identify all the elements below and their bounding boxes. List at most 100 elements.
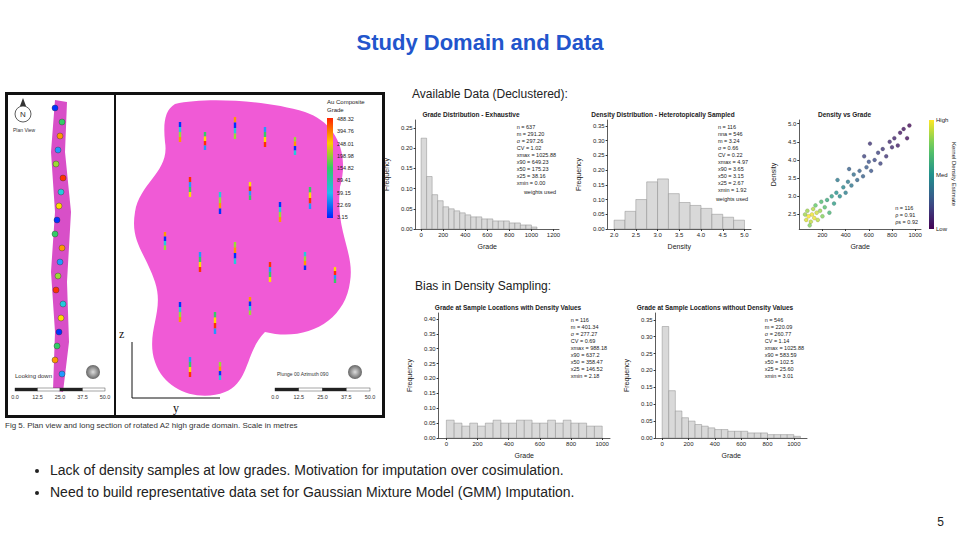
svg-text:xmax = 4.97: xmax = 4.97 xyxy=(718,159,748,165)
svg-text:200: 200 xyxy=(473,441,484,447)
svg-text:0.20: 0.20 xyxy=(641,367,653,373)
svg-text:400: 400 xyxy=(504,441,515,447)
svg-text:Grade at Sample Locations with: Grade at Sample Locations without Densit… xyxy=(637,304,794,312)
svg-text:x25 = 2.67: x25 = 2.67 xyxy=(718,180,744,186)
svg-text:600: 600 xyxy=(482,232,493,238)
svg-text:0.35: 0.35 xyxy=(424,331,436,337)
svg-text:x90 = 637.2: x90 = 637.2 xyxy=(571,352,600,358)
svg-text:1000: 1000 xyxy=(787,441,801,447)
svg-text:5.0: 5.0 xyxy=(740,232,749,238)
svg-text:4.5: 4.5 xyxy=(719,232,728,238)
svg-text:nna = 546: nna = 546 xyxy=(718,131,743,137)
svg-text:800: 800 xyxy=(762,441,773,447)
svg-text:Grade at Sample Locations with: Grade at Sample Locations with Density V… xyxy=(435,304,582,312)
svg-text:xmin = 3.01: xmin = 3.01 xyxy=(765,373,794,379)
svg-text:0.25: 0.25 xyxy=(424,361,436,367)
svg-text:Density: Density xyxy=(668,243,692,251)
svg-text:59.15: 59.15 xyxy=(337,190,351,196)
svg-text:weights used: weights used xyxy=(523,189,556,195)
svg-text:0.10: 0.10 xyxy=(401,186,413,192)
svg-text:488.32: 488.32 xyxy=(337,116,354,122)
svg-text:3.0: 3.0 xyxy=(788,193,797,199)
svg-text:Grade: Grade xyxy=(515,452,535,459)
svg-text:n = 546: n = 546 xyxy=(765,317,784,323)
svg-text:154.82: 154.82 xyxy=(337,165,354,171)
svg-text:x90 = 649.23: x90 = 649.23 xyxy=(517,159,549,165)
svg-text:22.69: 22.69 xyxy=(337,202,351,208)
svg-text:2.0: 2.0 xyxy=(610,232,619,238)
svg-text:xmax = 1025.88: xmax = 1025.88 xyxy=(765,345,804,351)
svg-text:5.0: 5.0 xyxy=(788,121,797,127)
svg-text:n = 116: n = 116 xyxy=(895,205,913,211)
svg-text:2.5: 2.5 xyxy=(632,232,641,238)
svg-text:n = 116: n = 116 xyxy=(571,317,589,323)
svg-text:0: 0 xyxy=(660,441,664,447)
svg-text:3.5: 3.5 xyxy=(788,175,797,181)
svg-text:m = 3.24: m = 3.24 xyxy=(718,138,740,144)
svg-text:12.5: 12.5 xyxy=(32,394,43,400)
svg-text:0.15: 0.15 xyxy=(593,182,605,188)
svg-text:0.05: 0.05 xyxy=(641,418,653,424)
svg-text:Density Distribution - Heterot: Density Distribution - Heterotopically S… xyxy=(591,111,734,119)
svg-text:3.15: 3.15 xyxy=(337,214,348,220)
svg-text:0.15: 0.15 xyxy=(424,390,436,396)
svg-text:0: 0 xyxy=(419,232,423,238)
svg-text:200: 200 xyxy=(438,232,449,238)
svg-text:600: 600 xyxy=(736,441,747,447)
svg-text:800: 800 xyxy=(887,232,898,238)
svg-text:50.0: 50.0 xyxy=(100,394,111,400)
svg-text:0.0: 0.0 xyxy=(271,394,279,400)
svg-text:x90 = 583.59: x90 = 583.59 xyxy=(765,352,797,358)
svg-text:Grade: Grade xyxy=(327,107,344,113)
svg-text:m = 401.34: m = 401.34 xyxy=(571,324,599,330)
svg-text:0.25: 0.25 xyxy=(401,125,413,131)
svg-text:xmin = 0.00: xmin = 0.00 xyxy=(517,180,546,186)
svg-text:z: z xyxy=(119,327,124,341)
svg-text:0.20: 0.20 xyxy=(424,375,436,381)
svg-text:x50 = 102.5: x50 = 102.5 xyxy=(765,359,794,365)
svg-text:xmax = 988.18: xmax = 988.18 xyxy=(571,345,607,351)
svg-text:Plan View: Plan View xyxy=(13,127,36,133)
svg-text:σ = 0.66: σ = 0.66 xyxy=(718,145,738,151)
svg-text:12.5: 12.5 xyxy=(293,394,304,400)
svg-text:1200: 1200 xyxy=(547,232,561,238)
svg-text:weights used: weights used xyxy=(715,196,748,202)
svg-text:0.05: 0.05 xyxy=(593,211,605,217)
svg-text:0.30: 0.30 xyxy=(593,138,605,144)
svg-text:25.0: 25.0 xyxy=(55,394,66,400)
svg-text:x50 = 358.47: x50 = 358.47 xyxy=(571,359,603,365)
svg-text:CV = 1.14: CV = 1.14 xyxy=(765,338,790,344)
svg-text:Frequency: Frequency xyxy=(406,358,414,392)
svg-text:0.10: 0.10 xyxy=(641,401,653,407)
svg-text:37.5: 37.5 xyxy=(77,394,88,400)
svg-text:1000: 1000 xyxy=(909,232,923,238)
svg-text:Density vs Grade: Density vs Grade xyxy=(818,111,871,119)
svg-text:0.20: 0.20 xyxy=(401,145,413,151)
svg-text:1000: 1000 xyxy=(596,441,610,447)
svg-text:3.5: 3.5 xyxy=(675,232,684,238)
svg-text:Frequency: Frequency xyxy=(623,358,631,392)
svg-text:37.5: 37.5 xyxy=(341,394,352,400)
svg-text:0.15: 0.15 xyxy=(401,165,413,171)
svg-text:0.10: 0.10 xyxy=(424,405,436,411)
svg-text:x25 = 146.52: x25 = 146.52 xyxy=(571,366,603,372)
svg-text:x50 = 175.23: x50 = 175.23 xyxy=(517,166,549,172)
svg-text:4.0: 4.0 xyxy=(788,157,797,163)
svg-text:400: 400 xyxy=(841,232,852,238)
svg-text:Frequency: Frequency xyxy=(383,157,391,191)
svg-text:4.0: 4.0 xyxy=(697,232,706,238)
svg-text:Grade Distribution - Exhaustiv: Grade Distribution - Exhaustive xyxy=(422,111,520,118)
svg-text:0.00: 0.00 xyxy=(424,435,436,441)
svg-text:0.40: 0.40 xyxy=(424,316,436,322)
svg-text:198.98: 198.98 xyxy=(337,153,354,159)
svg-text:3.0: 3.0 xyxy=(653,232,662,238)
svg-text:σ = 297.26: σ = 297.26 xyxy=(517,138,544,144)
svg-text:Density: Density xyxy=(770,162,778,186)
svg-text:0.15: 0.15 xyxy=(641,384,653,390)
svg-text:0.20: 0.20 xyxy=(593,167,605,173)
svg-text:50.0: 50.0 xyxy=(365,394,376,400)
svg-text:x25 = 38.16: x25 = 38.16 xyxy=(517,173,546,179)
svg-text:600: 600 xyxy=(535,441,546,447)
svg-text:σ = 260.77: σ = 260.77 xyxy=(765,331,792,337)
svg-text:n = 116: n = 116 xyxy=(718,124,736,130)
